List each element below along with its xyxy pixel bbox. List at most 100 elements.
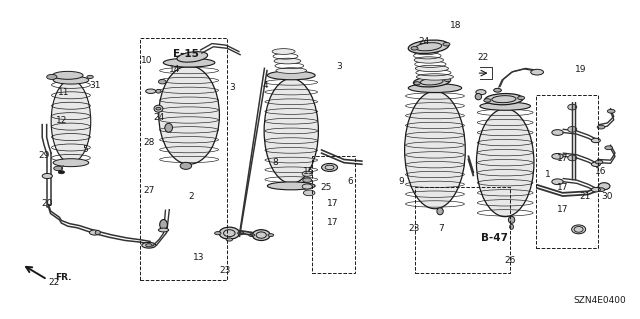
Ellipse shape [568,104,577,110]
Ellipse shape [485,93,523,105]
Ellipse shape [214,232,221,235]
Text: 26: 26 [504,256,515,265]
Ellipse shape [90,230,100,235]
Ellipse shape [408,84,461,93]
Text: 24: 24 [419,37,429,46]
Ellipse shape [413,48,438,55]
Ellipse shape [302,171,312,176]
Ellipse shape [159,228,169,232]
Ellipse shape [177,52,207,62]
Ellipse shape [531,69,543,75]
Ellipse shape [411,47,418,50]
Ellipse shape [475,93,481,100]
Text: SZN4E0400: SZN4E0400 [574,296,627,305]
Ellipse shape [572,225,586,234]
Text: 13: 13 [193,253,204,262]
Ellipse shape [476,90,486,95]
Ellipse shape [180,162,191,169]
Ellipse shape [54,166,63,171]
Text: 17: 17 [557,205,568,214]
Ellipse shape [568,126,577,132]
Text: 14: 14 [169,65,180,74]
Ellipse shape [95,230,100,235]
Text: 23: 23 [409,224,420,233]
Ellipse shape [493,88,501,92]
Text: 17: 17 [557,154,568,163]
Ellipse shape [268,182,315,190]
Text: E-15: E-15 [173,49,199,59]
Ellipse shape [226,238,232,241]
Text: 15: 15 [303,167,315,176]
Ellipse shape [437,208,444,215]
Ellipse shape [53,159,89,167]
Ellipse shape [303,178,312,182]
Text: 9: 9 [398,177,404,186]
Ellipse shape [159,66,220,164]
Ellipse shape [53,76,89,84]
Ellipse shape [484,99,491,102]
Ellipse shape [47,74,57,79]
Text: 17: 17 [557,183,568,192]
Ellipse shape [165,123,173,132]
Ellipse shape [268,234,274,236]
Text: 12: 12 [56,116,67,125]
Ellipse shape [272,49,295,54]
Ellipse shape [591,188,600,192]
Ellipse shape [302,184,312,189]
Ellipse shape [268,71,315,80]
Text: 27: 27 [144,186,155,195]
Text: 20: 20 [42,199,53,208]
Ellipse shape [249,234,255,236]
Ellipse shape [415,65,449,72]
Ellipse shape [142,242,156,248]
Ellipse shape [146,244,152,247]
Ellipse shape [408,40,449,54]
Ellipse shape [237,232,244,235]
Ellipse shape [552,130,563,135]
Ellipse shape [605,146,612,150]
Ellipse shape [598,183,610,190]
Ellipse shape [274,58,301,64]
Ellipse shape [476,109,534,217]
Ellipse shape [252,230,270,241]
Bar [415,188,510,273]
Ellipse shape [445,78,451,82]
Ellipse shape [58,171,65,174]
Ellipse shape [321,163,337,171]
Bar [312,156,355,273]
Text: B-47: B-47 [481,233,508,243]
Text: 21: 21 [579,192,591,202]
Ellipse shape [443,42,450,46]
Text: 3: 3 [336,62,342,71]
Text: 23: 23 [220,265,231,275]
Ellipse shape [597,188,605,192]
Text: 5: 5 [83,145,88,154]
Text: FR.: FR. [55,272,72,281]
Ellipse shape [414,57,444,63]
Ellipse shape [303,190,315,196]
Ellipse shape [417,74,454,80]
Ellipse shape [509,224,513,229]
Ellipse shape [552,153,563,159]
Text: 19: 19 [575,65,586,74]
Text: 28: 28 [144,138,155,147]
Text: 4: 4 [263,81,269,90]
Ellipse shape [568,155,577,161]
Ellipse shape [160,219,168,230]
Ellipse shape [154,105,163,112]
Ellipse shape [52,71,83,79]
Text: 17: 17 [327,199,339,208]
Ellipse shape [552,179,563,185]
Ellipse shape [480,102,531,110]
Ellipse shape [595,160,603,164]
Ellipse shape [156,89,161,93]
Text: 7: 7 [438,224,444,233]
Ellipse shape [264,78,319,183]
Ellipse shape [414,82,420,85]
Text: 8: 8 [273,158,278,167]
Ellipse shape [607,109,615,113]
Text: 22: 22 [477,53,488,62]
Text: 1: 1 [545,170,551,179]
Ellipse shape [156,108,161,110]
Text: 18: 18 [451,21,462,30]
